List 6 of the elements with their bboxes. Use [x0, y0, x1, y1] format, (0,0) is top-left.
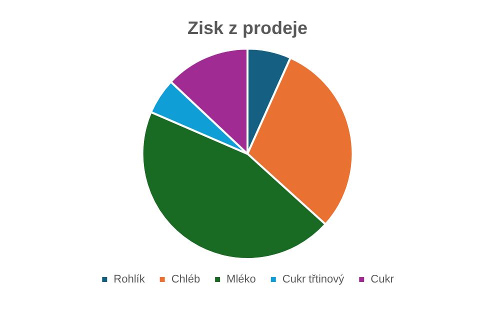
legend-label: Chléb — [171, 274, 200, 286]
legend-label: Mléko — [226, 274, 256, 286]
legend-label: Cukr třtinový — [282, 274, 345, 286]
legend-label: Cukr — [370, 274, 394, 286]
legend-label: Rohlík — [114, 274, 146, 286]
chart-title: Zisk z prodeje — [187, 18, 308, 38]
